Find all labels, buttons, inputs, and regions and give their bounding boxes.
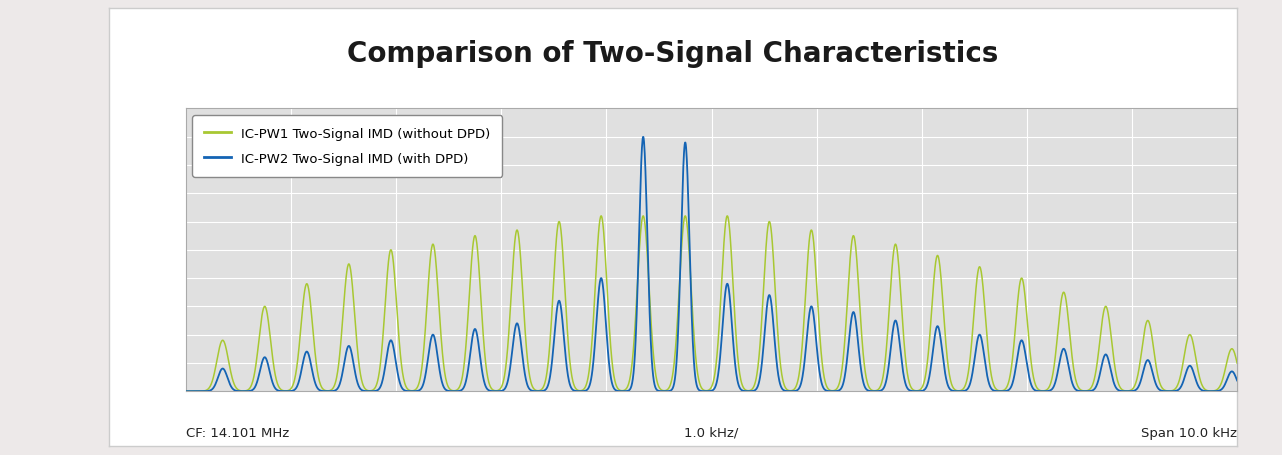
Text: 1.0 kHz/: 1.0 kHz/ bbox=[685, 426, 738, 439]
Legend: IC-PW1 Two-Signal IMD (without DPD), IC-PW2 Two-Signal IMD (with DPD): IC-PW1 Two-Signal IMD (without DPD), IC-… bbox=[192, 116, 503, 177]
Text: CF: 14.101 MHz: CF: 14.101 MHz bbox=[186, 426, 290, 439]
Text: Comparison of Two-Signal Characteristics: Comparison of Two-Signal Characteristics bbox=[347, 40, 999, 68]
Text: Span 10.0 kHz: Span 10.0 kHz bbox=[1141, 426, 1237, 439]
